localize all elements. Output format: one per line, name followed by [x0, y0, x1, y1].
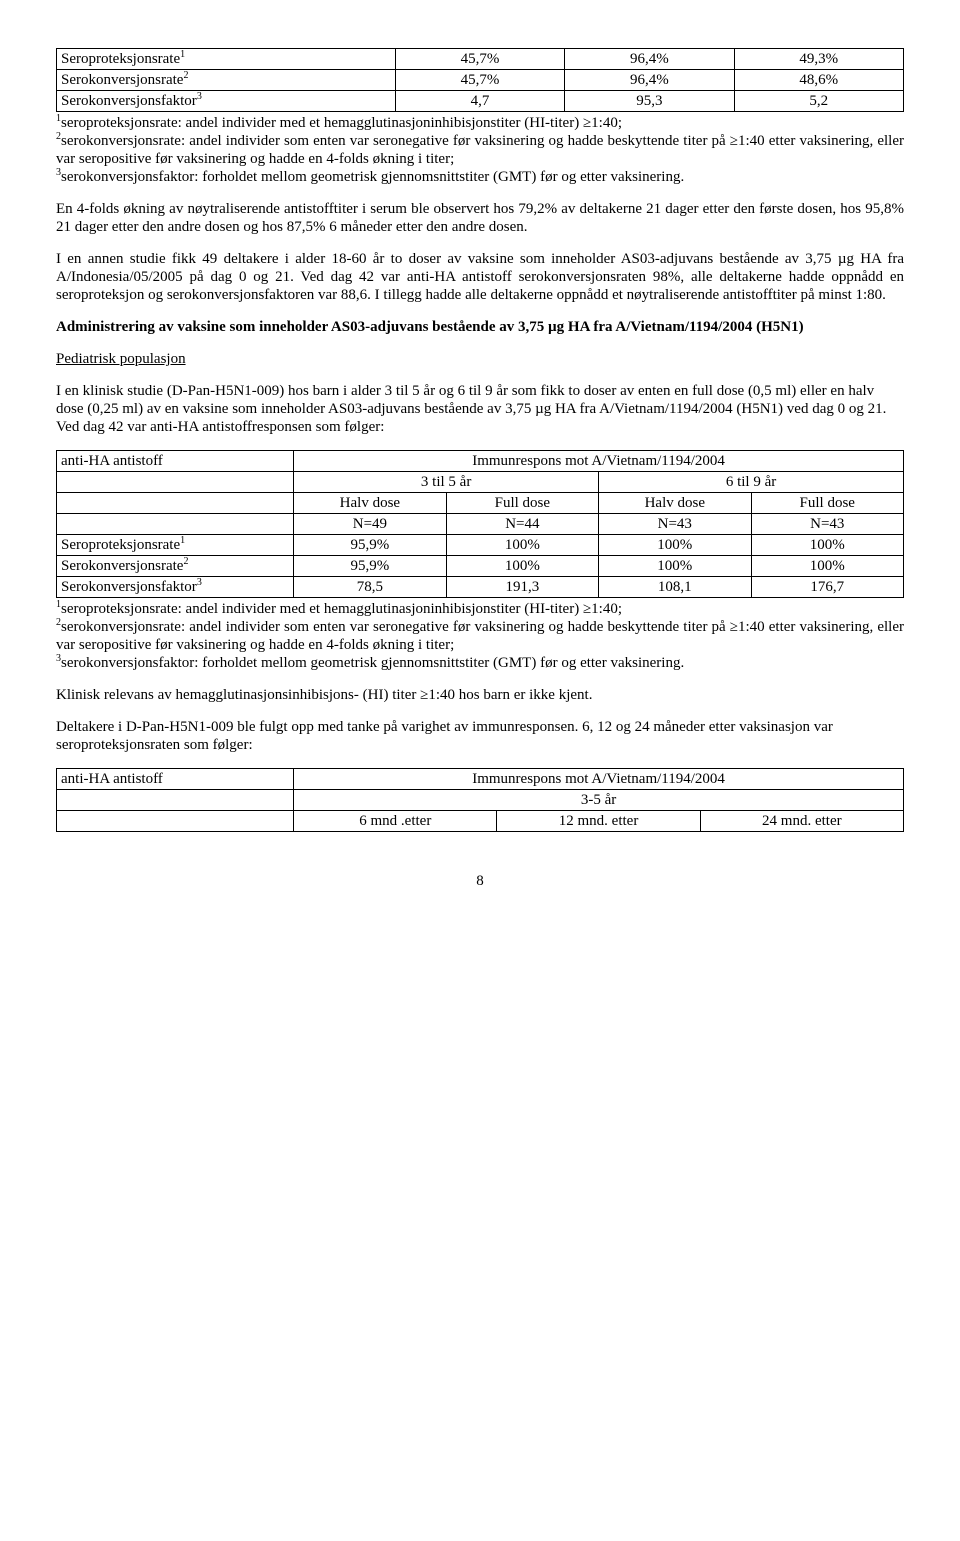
t2-header-left: anti-HA antistoff — [57, 451, 294, 472]
footnote-2-text: serokonversjonsrate: andel individer som… — [56, 133, 904, 167]
paragraph-fold-increase: En 4-folds økning av nøytraliserende ant… — [56, 200, 904, 236]
t2-dose: Full dose — [751, 493, 903, 514]
heading-vietnam-admin: Administrering av vaksine som inneholder… — [56, 318, 904, 336]
table-cell: 96,4% — [565, 70, 734, 91]
table-followup: anti-HA antistoffImmunrespons mot A/Viet… — [56, 768, 904, 832]
table-pediatric-response: anti-HA antistoffImmunrespons mot A/Viet… — [56, 450, 904, 598]
t2-row-label: Seroproteksjonsrate1 — [57, 535, 294, 556]
t2-cell: 191,3 — [446, 577, 598, 598]
t2-cell: 108,1 — [599, 577, 751, 598]
table-cell: 5,2 — [734, 91, 903, 112]
t3-month: 24 mnd. etter — [700, 811, 903, 832]
paragraph-clinical-relevance: Klinisk relevans av hemagglutinasjonsinh… — [56, 686, 904, 704]
footnote-1b: 1seroproteksjonsrate: andel individer me… — [56, 600, 904, 618]
t2-dose: Full dose — [446, 493, 598, 514]
footnote-3: 3serokonversjonsfaktor: forholdet mellom… — [56, 168, 904, 186]
t2-age-1: 3 til 5 år — [294, 472, 599, 493]
paragraph-followup: Deltakere i D-Pan-H5N1-009 ble fulgt opp… — [56, 718, 904, 754]
t2-row-label: Serokonversjonsrate2 — [57, 556, 294, 577]
heading-pediatric: Pediatrisk populasjon — [56, 350, 904, 368]
table-seroresponse-1: Seroproteksjonsrate145,7%96,4%49,3% Serok… — [56, 48, 904, 112]
table-cell: 95,3 — [565, 91, 734, 112]
t2-cell: 95,9% — [294, 535, 446, 556]
t2-cell: 100% — [751, 556, 903, 577]
table-cell: 96,4% — [565, 49, 734, 70]
footnote-1: 1seroproteksjonsrate: andel individer me… — [56, 114, 904, 132]
t2-cell: 100% — [446, 535, 598, 556]
t2-n: N=44 — [446, 514, 598, 535]
table-cell: 45,7% — [395, 70, 564, 91]
t2-cell: 100% — [599, 556, 751, 577]
t2-cell: 100% — [446, 556, 598, 577]
t3-header-left: anti-HA antistoff — [57, 769, 294, 790]
table-cell: 4,7 — [395, 91, 564, 112]
paragraph-pediatric-study: I en klinisk studie (D-Pan-H5N1-009) hos… — [56, 382, 904, 436]
t2-cell: 95,9% — [294, 556, 446, 577]
t2-n: N=43 — [599, 514, 751, 535]
footnote-3b: 3serokonversjonsfaktor: forholdet mellom… — [56, 654, 904, 672]
t3-header-right: Immunrespons mot A/Vietnam/1194/2004 — [294, 769, 904, 790]
t2-n: N=49 — [294, 514, 446, 535]
t2-dose: Halv dose — [294, 493, 446, 514]
paragraph-indonesia-study: I en annen studie fikk 49 deltakere i al… — [56, 250, 904, 304]
t3-month: 12 mnd. etter — [497, 811, 700, 832]
footnote-1-text: seroproteksjonsrate: andel individer med… — [61, 115, 622, 131]
table-cell: 49,3% — [734, 49, 903, 70]
footnote-2: 2serokonversjonsrate: andel individer so… — [56, 132, 904, 168]
t2-cell: 176,7 — [751, 577, 903, 598]
table-row-label: Serokonversjonsrate2 — [57, 70, 396, 91]
t2-n: N=43 — [751, 514, 903, 535]
table-cell: 48,6% — [734, 70, 903, 91]
t2-cell: 78,5 — [294, 577, 446, 598]
t2-cell: 100% — [751, 535, 903, 556]
t2-cell: 100% — [599, 535, 751, 556]
t2-age-2: 6 til 9 år — [599, 472, 904, 493]
t3-age: 3-5 år — [294, 790, 904, 811]
t3-month: 6 mnd .etter — [294, 811, 497, 832]
page-number: 8 — [56, 872, 904, 890]
table-row-label: Serokonversjonsfaktor3 — [57, 91, 396, 112]
footnote-2b: 2serokonversjonsrate: andel individer so… — [56, 618, 904, 654]
t2-header-right: Immunrespons mot A/Vietnam/1194/2004 — [294, 451, 904, 472]
table-row-label: Seroproteksjonsrate1 — [57, 49, 396, 70]
t2-dose: Halv dose — [599, 493, 751, 514]
t2-row-label: Serokonversjonsfaktor3 — [57, 577, 294, 598]
table-cell: 45,7% — [395, 49, 564, 70]
footnote-3-text: serokonversjonsfaktor: forholdet mellom … — [61, 169, 684, 185]
